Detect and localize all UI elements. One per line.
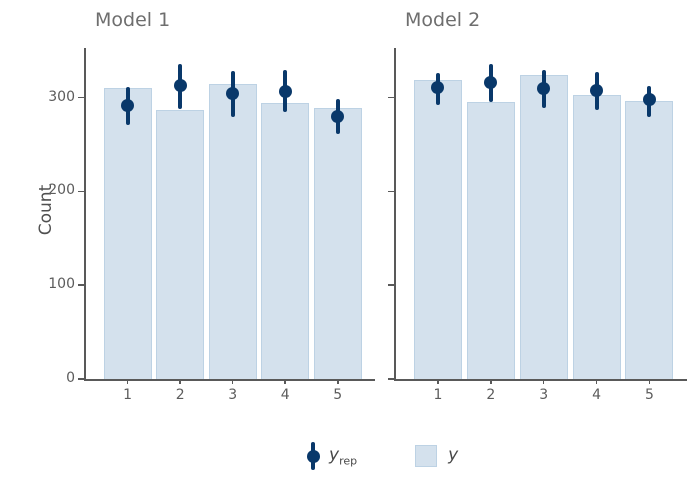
y-tick-200 [78,190,84,193]
plot-area-model-2 [388,48,687,384]
point-dot-icon [306,449,320,463]
x-tick-label-2: 2 [486,387,496,403]
bar-y-cat2 [156,109,205,379]
point-yrep-cat2 [484,76,498,90]
y-tick-label-100: 100 [48,276,75,293]
pointrange-marker-icon [306,441,320,471]
y-tick-label-0: 0 [66,370,75,386]
x-tick-2 [490,379,492,384]
facet-title-model-1: Model 1 [95,9,171,31]
bar-y-cat4 [572,94,621,379]
point-yrep-cat1 [431,80,445,94]
bar-y-cat1 [413,79,462,379]
x-tick-label-5: 5 [333,387,343,403]
x-tick-label-2: 2 [175,387,185,403]
x-tick-label-4: 4 [592,387,602,403]
y-tick-0 [78,378,84,380]
point-yrep-cat5 [331,109,345,123]
y-tick-300 [388,96,394,99]
point-yrep-cat5 [642,93,656,107]
legend-label-yrep: yrep [329,444,358,468]
point-yrep-cat4 [590,83,604,97]
x-tick-label-1: 1 [123,387,133,403]
x-tick-label-1: 1 [433,387,443,403]
x-tick-label-3: 3 [539,387,549,403]
y-tick-0 [388,378,394,380]
y-tick-200 [388,190,394,193]
x-tick-3 [231,379,234,384]
x-tick-5 [648,379,651,384]
x-axis-line [84,379,375,381]
y-axis-line [84,48,86,379]
x-tick-label-3: 3 [228,387,238,403]
facet-title-model-2: Model 2 [405,9,481,31]
y-tick-label-200: 200 [48,182,75,199]
bar-y-cat3 [208,83,257,379]
legend-label-y: y [448,444,459,465]
x-tick-3 [542,379,545,384]
plot-area-model-1 [78,48,375,384]
point-yrep-cat3 [537,81,551,95]
x-tick-2 [179,379,181,384]
y-tick-300 [78,96,84,99]
y-tick-100 [78,284,84,286]
point-yrep-cat1 [121,98,135,112]
chart-legend: yrep y [306,440,458,472]
bar-y-cat3 [519,75,568,379]
x-tick-4 [595,379,598,384]
x-tick-label-4: 4 [280,387,290,403]
x-tick-4 [284,379,286,384]
bar-y-cat4 [261,103,310,379]
bar-y-cat2 [466,102,515,379]
x-tick-label-5: 5 [645,387,654,403]
y-axis-line [394,48,396,379]
x-tick-1 [126,379,129,384]
y-tick-label-300: 300 [48,88,75,105]
legend-item-y: y [415,445,458,467]
legend-item-yrep: yrep [306,441,357,471]
x-tick-1 [437,379,439,384]
y-tick-100 [388,284,394,286]
point-yrep-cat2 [173,79,187,92]
x-tick-5 [337,379,339,384]
bar-y-cat1 [103,88,152,379]
bar-y-cat5 [313,108,362,379]
bar-y-cat5 [625,100,674,379]
point-yrep-cat3 [226,87,240,101]
bar-swatch-icon [415,444,438,467]
point-yrep-cat4 [278,84,292,98]
x-axis-line [394,379,687,381]
